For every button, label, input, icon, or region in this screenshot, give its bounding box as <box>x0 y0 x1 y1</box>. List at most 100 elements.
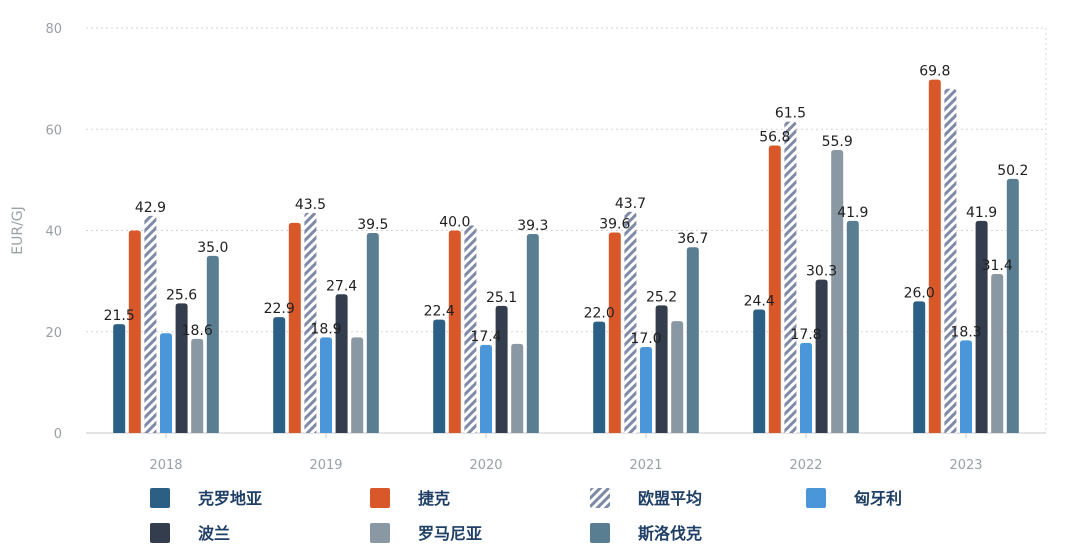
data-label: 27.4 <box>326 278 357 294</box>
bar-1-2018 <box>113 324 126 433</box>
bar-3-2022 <box>784 121 797 433</box>
data-label: 17.4 <box>470 329 501 345</box>
bar-6-2023 <box>991 274 1004 433</box>
bar-6-2020 <box>511 343 524 433</box>
x-tick-label: 2021 <box>629 458 662 473</box>
data-label: 25.1 <box>486 290 517 306</box>
bar-2-2019 <box>288 222 301 433</box>
bar-6-2022 <box>831 150 844 433</box>
bar-2-2018 <box>128 230 141 433</box>
bar-3-2023 <box>944 88 957 433</box>
bar-1-2021 <box>593 321 606 433</box>
bar-5-2023 <box>975 220 988 433</box>
bar-5-2019 <box>335 294 348 433</box>
y-axis-label: EUR/GJ <box>10 206 26 255</box>
data-label: 42.9 <box>135 200 166 216</box>
data-label: 31.4 <box>982 258 1013 274</box>
bar-6-2021 <box>671 321 684 433</box>
data-label: 21.5 <box>104 308 135 324</box>
legend-label: 罗马尼亚 <box>418 524 482 543</box>
data-label: 41.9 <box>837 205 868 221</box>
x-tick-label: 2019 <box>309 458 342 473</box>
bar-1-2020 <box>433 319 446 433</box>
bar-7-2022 <box>846 220 859 433</box>
swatch-czech <box>370 488 390 508</box>
swatch-hungary <box>806 488 826 508</box>
data-label: 39.6 <box>599 217 630 233</box>
data-label: 17.8 <box>790 327 821 343</box>
data-label: 43.7 <box>615 196 646 212</box>
data-label: 41.9 <box>966 205 997 221</box>
data-label: 43.5 <box>295 197 326 213</box>
y-tick-label: 40 <box>45 225 62 240</box>
bar-5-2022 <box>815 279 828 433</box>
data-label: 17.0 <box>630 331 661 347</box>
swatch-romania <box>370 523 390 543</box>
bar-7-2018 <box>206 255 219 433</box>
bar-7-2019 <box>366 233 379 433</box>
x-tick-label: 2023 <box>949 458 982 473</box>
data-label: 36.7 <box>677 231 708 247</box>
data-label: 35.0 <box>197 240 228 256</box>
x-tick-label: 2020 <box>469 458 502 473</box>
data-label: 69.8 <box>919 64 950 80</box>
bar-2-2020 <box>448 230 461 433</box>
x-tick-label: 2018 <box>149 458 182 473</box>
data-label: 40.0 <box>439 215 470 231</box>
bar-4-2019 <box>320 337 332 433</box>
bar-2-2022 <box>768 145 781 433</box>
legend-label: 克罗地亚 <box>198 489 262 508</box>
data-label: 25.6 <box>166 287 197 303</box>
x-tick-label: 2022 <box>789 458 822 473</box>
bar-4-2022 <box>800 342 812 433</box>
bar-7-2020 <box>526 234 539 433</box>
y-tick-label: 20 <box>45 326 62 341</box>
data-label: 18.3 <box>950 324 981 340</box>
bar-4-2021 <box>640 346 652 433</box>
bar-3-2021 <box>624 211 637 433</box>
bar-4-2023 <box>960 340 972 433</box>
data-label: 22.4 <box>424 304 455 320</box>
legend-label: 斯洛伐克 <box>638 524 702 543</box>
bar-1-2023 <box>913 301 926 433</box>
legend-label: 波兰 <box>198 524 230 543</box>
bar-2-2021 <box>608 232 621 433</box>
bar-2-2023 <box>928 79 941 433</box>
data-label: 50.2 <box>997 163 1028 179</box>
bar-4-2018 <box>160 333 172 433</box>
data-label: 56.8 <box>759 129 790 145</box>
bar-4-2020 <box>480 344 492 433</box>
data-label: 24.4 <box>744 293 775 309</box>
data-label: 61.5 <box>775 106 806 122</box>
bar-3-2019 <box>304 212 317 433</box>
y-tick-label: 60 <box>45 123 62 138</box>
bar-5-2020 <box>495 305 508 433</box>
bar-7-2021 <box>686 247 699 433</box>
bar-6-2019 <box>351 337 364 433</box>
bar-5-2018 <box>175 303 188 433</box>
bar-3-2020 <box>464 225 477 433</box>
data-label: 26.0 <box>904 285 935 301</box>
data-label: 22.0 <box>584 306 615 322</box>
data-label: 18.9 <box>310 321 341 337</box>
bar-1-2019 <box>273 317 286 433</box>
data-label: 22.9 <box>264 301 295 317</box>
swatch-slovakia <box>590 523 610 543</box>
data-label: 39.5 <box>357 217 388 233</box>
data-label: 55.9 <box>822 134 853 150</box>
swatch-poland <box>150 523 170 543</box>
y-tick-label: 0 <box>54 427 62 442</box>
bar-3-2018 <box>144 215 157 433</box>
swatch-croatia <box>150 488 170 508</box>
data-label: 18.6 <box>182 323 213 339</box>
legend-label: 欧盟平均 <box>638 489 702 508</box>
bar-6-2018 <box>191 338 204 433</box>
bar-7-2023 <box>1006 178 1019 433</box>
data-label: 39.3 <box>517 218 548 234</box>
data-label: 25.2 <box>646 289 677 305</box>
bar-1-2022 <box>753 309 766 433</box>
legend-label: 捷克 <box>418 489 450 508</box>
bar-5-2021 <box>655 305 668 433</box>
